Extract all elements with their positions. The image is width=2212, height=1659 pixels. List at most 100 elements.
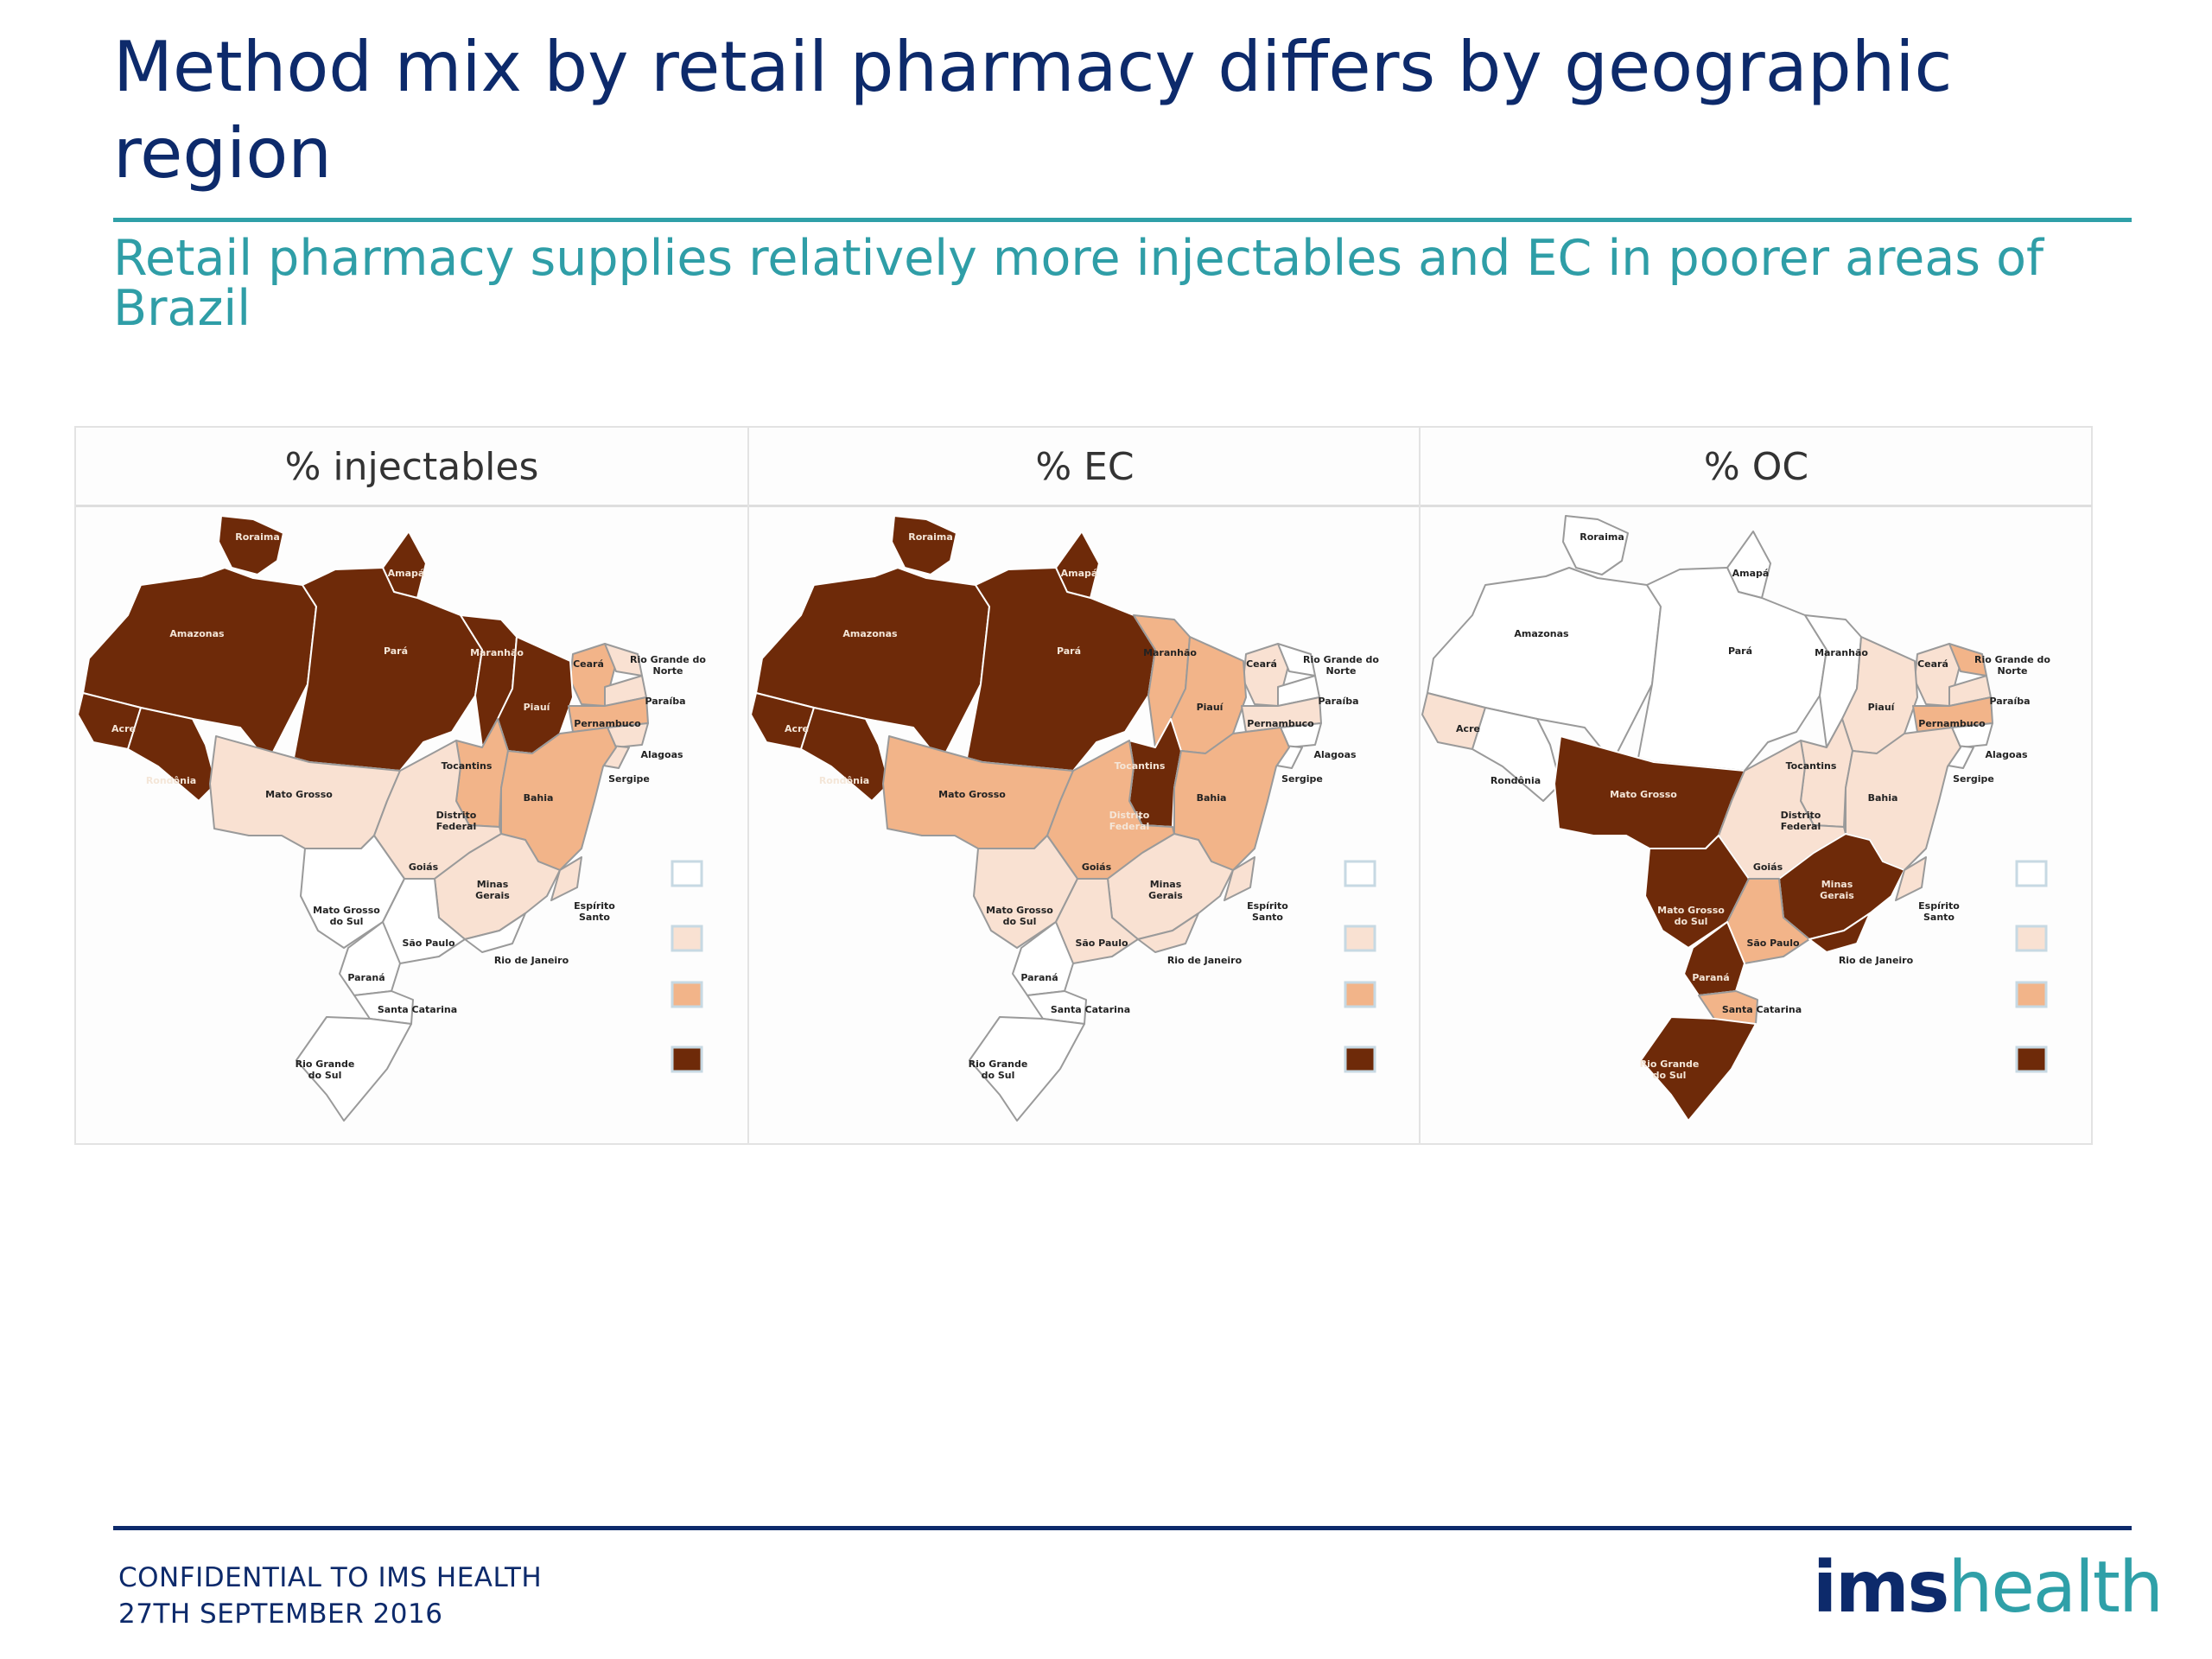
map-panel-oc: % OC Roraima Amapá Amazonas Pará Maranhão Cea… <box>1419 428 2092 1143</box>
legend-swatch-0 <box>2015 860 2048 887</box>
region-label-rond-nia: Rondônia <box>819 775 869 786</box>
title-divider <box>113 218 2132 222</box>
region-par- <box>1637 567 1827 772</box>
region-label-cear-: Ceará <box>1917 658 1948 670</box>
region-label-amazonas: Amazonas <box>169 628 225 639</box>
region-roraima <box>218 515 284 575</box>
legend-swatch-1 <box>2015 925 2048 952</box>
region-label-bahia: Bahia <box>1197 792 1227 804</box>
region-acre <box>77 692 142 750</box>
region-label-pernambuco: Pernambuco <box>1247 718 1314 729</box>
region-rio-de-janeiro <box>1808 912 1871 953</box>
region-label-rio-de-janeiro: Rio de Janeiro <box>494 955 569 966</box>
region-label-pernambuco: Pernambuco <box>574 718 641 729</box>
choropleth-maps-panel: % injectables Roraima Amapá Amazonas Pará Ma… <box>74 426 2093 1145</box>
region-label-s-o-paulo: São Paulo <box>1746 938 1800 949</box>
region-label-mato-grosso: Mato Grosso <box>938 789 1006 800</box>
logo-health: health <box>1948 1547 2164 1629</box>
legend-swatch-2 <box>2015 981 2048 1008</box>
region-label-distrito-federal: Distrito Federal <box>436 810 477 832</box>
region-label-maranh-o: Maranhão <box>470 647 524 658</box>
region-rond-nia <box>1471 707 1561 802</box>
region-label-alagoas: Alagoas <box>640 749 683 760</box>
region-label-esp-rito-santo: Espírito Santo <box>1918 900 1960 923</box>
region-label-paran-: Paraná <box>1020 972 1058 983</box>
region-par- <box>293 567 483 772</box>
region-label-cear-: Ceará <box>573 658 604 670</box>
region-label-minas-gerais: Minas Gerais <box>475 879 510 901</box>
region-label-maranh-o: Maranhão <box>1143 647 1197 658</box>
region-label-par-: Pará <box>1057 645 1081 657</box>
region-label-rio-grande-do-sul: Rio Grande do Sul <box>969 1058 1028 1081</box>
region-label-rio-grande-do-norte: Rio Grande do Norte <box>1303 654 1379 677</box>
map-heading-ec: % EC <box>749 428 1421 507</box>
legend-swatch-0 <box>1344 860 1376 887</box>
region-roraima <box>891 515 957 575</box>
region-label-bahia: Bahia <box>524 792 554 804</box>
region-label-mato-grosso-do-sul: Mato Grosso do Sul <box>313 905 380 927</box>
region-rio-grande-do-sul <box>296 1016 412 1122</box>
region-label-minas-gerais: Minas Gerais <box>1820 879 1854 901</box>
region-par- <box>966 567 1156 772</box>
region-label-cear-: Ceará <box>1246 658 1277 670</box>
region-label-tocantins: Tocantins <box>442 760 493 772</box>
region-label-tocantins: Tocantins <box>1786 760 1837 772</box>
region-label-goi-s: Goiás <box>409 861 439 873</box>
legend-swatch-3 <box>2015 1046 2048 1073</box>
legend-swatch-0 <box>671 860 703 887</box>
imshealth-logo: imshealth <box>1813 1553 2164 1624</box>
region-label-paran-: Paraná <box>1692 972 1729 983</box>
region-label-sergipe: Sergipe <box>1281 773 1323 785</box>
region-label-roraima: Roraima <box>235 531 280 543</box>
region-label-para-ba: Paraíba <box>1989 696 2030 707</box>
region-rond-nia <box>127 707 217 802</box>
region-label-amap-: Amapá <box>1061 568 1098 579</box>
region-label-distrito-federal: Distrito Federal <box>1781 810 1821 832</box>
region-label-rio-grande-do-norte: Rio Grande do Norte <box>630 654 706 677</box>
region-label-alagoas: Alagoas <box>1985 749 2028 760</box>
region-label-alagoas: Alagoas <box>1313 749 1357 760</box>
footer-date: 27TH SEPTEMBER 2016 <box>118 1599 443 1630</box>
region-roraima <box>1562 515 1629 575</box>
region-rio-grande-do-sul <box>1640 1016 1757 1122</box>
footer-divider <box>113 1526 2132 1530</box>
legend-swatch-1 <box>1344 925 1376 952</box>
map-panel-injectables: % injectables Roraima Amapá Amazonas Pará Ma… <box>76 428 747 1143</box>
region-acre <box>750 692 815 750</box>
region-label-sergipe: Sergipe <box>608 773 650 785</box>
map-heading-injectables: % injectables <box>76 428 747 507</box>
region-label-tocantins: Tocantins <box>1115 760 1166 772</box>
region-rio-de-janeiro <box>464 912 526 953</box>
brazil-map-injectables: Roraima Amapá Amazonas Pará Maranhão Ceará Rio… <box>77 515 706 1122</box>
brazil-map-oc: Roraima Amapá Amazonas Pará Maranhão Ceará Rio… <box>1421 515 2050 1122</box>
region-label-goi-s: Goiás <box>1082 861 1112 873</box>
region-santa-catarina <box>353 990 414 1025</box>
region-esp-rito-santo <box>1224 856 1255 901</box>
region-label-rond-nia: Rondônia <box>146 775 196 786</box>
region-label-par-: Pará <box>384 645 408 657</box>
region-label-maranh-o: Maranhão <box>1815 647 1868 658</box>
region-label-rio-de-janeiro: Rio de Janeiro <box>1167 955 1243 966</box>
region-label-piau-: Piauí <box>524 702 551 713</box>
region-esp-rito-santo <box>550 856 582 901</box>
region-santa-catarina <box>1698 990 1758 1025</box>
region-label-s-o-paulo: São Paulo <box>1075 938 1128 949</box>
region-label-rond-nia: Rondônia <box>1491 775 1541 786</box>
region-rio-grande-do-sul <box>969 1016 1085 1122</box>
region-label-distrito-federal: Distrito Federal <box>1109 810 1150 832</box>
region-label-amazonas: Amazonas <box>1514 628 1569 639</box>
region-label-bahia: Bahia <box>1868 792 1898 804</box>
map-heading-oc: % OC <box>1421 428 2092 507</box>
region-label-mato-grosso: Mato Grosso <box>265 789 333 800</box>
slide-subtitle: Retail pharmacy supplies relatively more… <box>113 230 2044 337</box>
region-label-para-ba: Paraíba <box>1318 696 1358 707</box>
region-esp-rito-santo <box>1895 856 1927 901</box>
region-rio-de-janeiro <box>1137 912 1199 953</box>
brazil-map-ec: Roraima Amapá Amazonas Pará Maranhão Ceará Rio… <box>750 515 1379 1122</box>
region-rond-nia <box>800 707 890 802</box>
region-label-mato-grosso: Mato Grosso <box>1610 789 1677 800</box>
region-label-par-: Pará <box>1728 645 1752 657</box>
region-label-rio-grande-do-sul: Rio Grande do Sul <box>1640 1058 1700 1081</box>
map-panel-ec: % EC Roraima Amapá Amazonas Pará Maranhão Cea… <box>747 428 1421 1143</box>
region-santa-catarina <box>1027 990 1087 1025</box>
